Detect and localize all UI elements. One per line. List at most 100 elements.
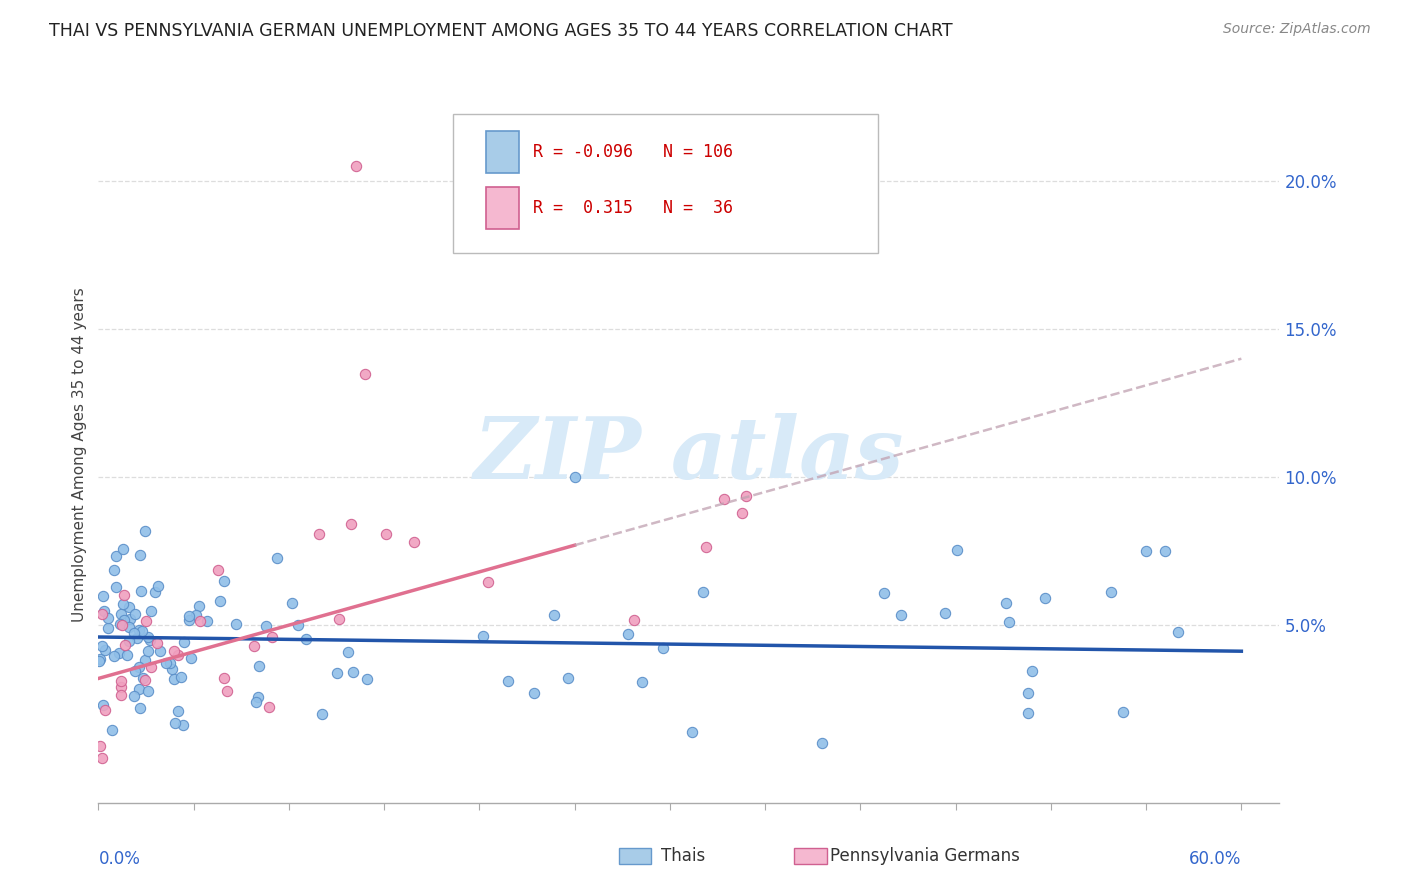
Point <box>124 664 146 678</box>
Point <box>125 631 148 645</box>
Point <box>89 651 111 665</box>
Point <box>122 626 145 640</box>
Point <box>129 584 152 599</box>
Point <box>557 671 579 685</box>
Point <box>254 619 277 633</box>
Point <box>356 672 378 686</box>
Point <box>617 627 640 641</box>
Point <box>731 506 754 520</box>
Point <box>681 725 703 739</box>
Point <box>90 751 112 765</box>
Point <box>94 703 117 717</box>
Point <box>311 706 333 721</box>
Point <box>692 584 714 599</box>
Point <box>135 614 157 628</box>
FancyBboxPatch shape <box>486 131 519 173</box>
Point <box>93 604 115 618</box>
Point <box>472 629 495 643</box>
Point <box>103 648 125 663</box>
Text: ZIP atlas: ZIP atlas <box>474 413 904 497</box>
Point <box>91 698 114 713</box>
Point <box>344 159 367 173</box>
Point <box>188 599 211 614</box>
Point <box>295 632 318 646</box>
Point <box>143 585 166 599</box>
Point <box>110 688 132 702</box>
Point <box>124 607 146 621</box>
Text: 60.0%: 60.0% <box>1189 850 1241 868</box>
Point <box>945 542 967 557</box>
Point <box>128 681 150 696</box>
Point <box>149 644 172 658</box>
Point <box>695 540 717 554</box>
Point <box>108 647 131 661</box>
Point <box>100 723 122 737</box>
Point <box>112 542 135 557</box>
Point <box>1021 665 1043 679</box>
Point <box>1154 544 1177 558</box>
Point <box>134 673 156 687</box>
Point <box>1099 584 1122 599</box>
Point <box>212 574 235 589</box>
Point <box>172 718 194 732</box>
Point <box>134 524 156 538</box>
Point <box>89 739 111 753</box>
Point <box>336 645 359 659</box>
Point <box>117 648 139 662</box>
Point <box>243 639 266 653</box>
Point <box>564 470 586 484</box>
Point <box>266 550 288 565</box>
Point <box>128 659 150 673</box>
Point <box>188 615 211 629</box>
Point <box>166 704 188 718</box>
Point <box>132 671 155 685</box>
Point <box>184 608 207 623</box>
Point <box>326 665 349 680</box>
Point <box>890 608 912 623</box>
Point <box>141 604 163 618</box>
Point <box>97 622 120 636</box>
Point <box>180 651 202 665</box>
Point <box>105 549 128 563</box>
Point <box>122 690 145 704</box>
Point <box>247 659 270 673</box>
Point <box>114 638 136 652</box>
Point <box>148 579 170 593</box>
Point <box>177 614 200 628</box>
Point <box>375 527 398 541</box>
Point <box>354 367 377 381</box>
Point <box>245 695 267 709</box>
Point <box>1167 625 1189 640</box>
Point <box>129 548 152 562</box>
Point <box>998 615 1021 629</box>
Point <box>87 654 110 668</box>
Point <box>713 492 735 507</box>
Point <box>118 600 141 615</box>
Point <box>160 662 183 676</box>
Y-axis label: Unemployment Among Ages 35 to 44 years: Unemployment Among Ages 35 to 44 years <box>72 287 87 623</box>
Point <box>112 613 135 627</box>
Point <box>136 644 159 658</box>
Point <box>108 616 131 631</box>
Point <box>257 700 280 714</box>
Text: R =  0.315   N =  36: R = 0.315 N = 36 <box>533 199 733 217</box>
Point <box>103 563 125 577</box>
Point <box>111 618 134 632</box>
Point <box>212 671 235 685</box>
Point <box>1017 686 1039 700</box>
Point <box>281 597 304 611</box>
Point <box>994 596 1017 610</box>
Point <box>139 633 162 648</box>
Point <box>260 630 283 644</box>
Point <box>91 639 114 653</box>
Point <box>134 653 156 667</box>
Point <box>136 630 159 644</box>
Point <box>207 563 229 577</box>
Point <box>139 660 162 674</box>
Point <box>339 516 361 531</box>
Point <box>735 489 758 503</box>
Text: Thais: Thais <box>661 847 704 865</box>
Point <box>94 643 117 657</box>
Point <box>136 683 159 698</box>
Point <box>934 606 956 620</box>
